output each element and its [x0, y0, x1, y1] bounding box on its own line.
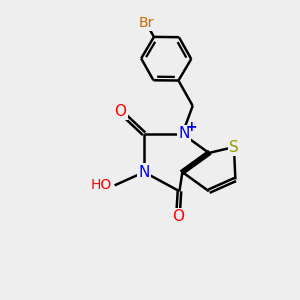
Text: N: N — [178, 126, 190, 141]
Text: O: O — [115, 104, 127, 119]
Text: +: + — [186, 120, 198, 134]
Text: O: O — [172, 209, 184, 224]
Text: Br: Br — [138, 16, 154, 30]
Text: N: N — [138, 165, 150, 180]
Text: S: S — [229, 140, 239, 154]
Text: HO: HO — [91, 178, 112, 192]
